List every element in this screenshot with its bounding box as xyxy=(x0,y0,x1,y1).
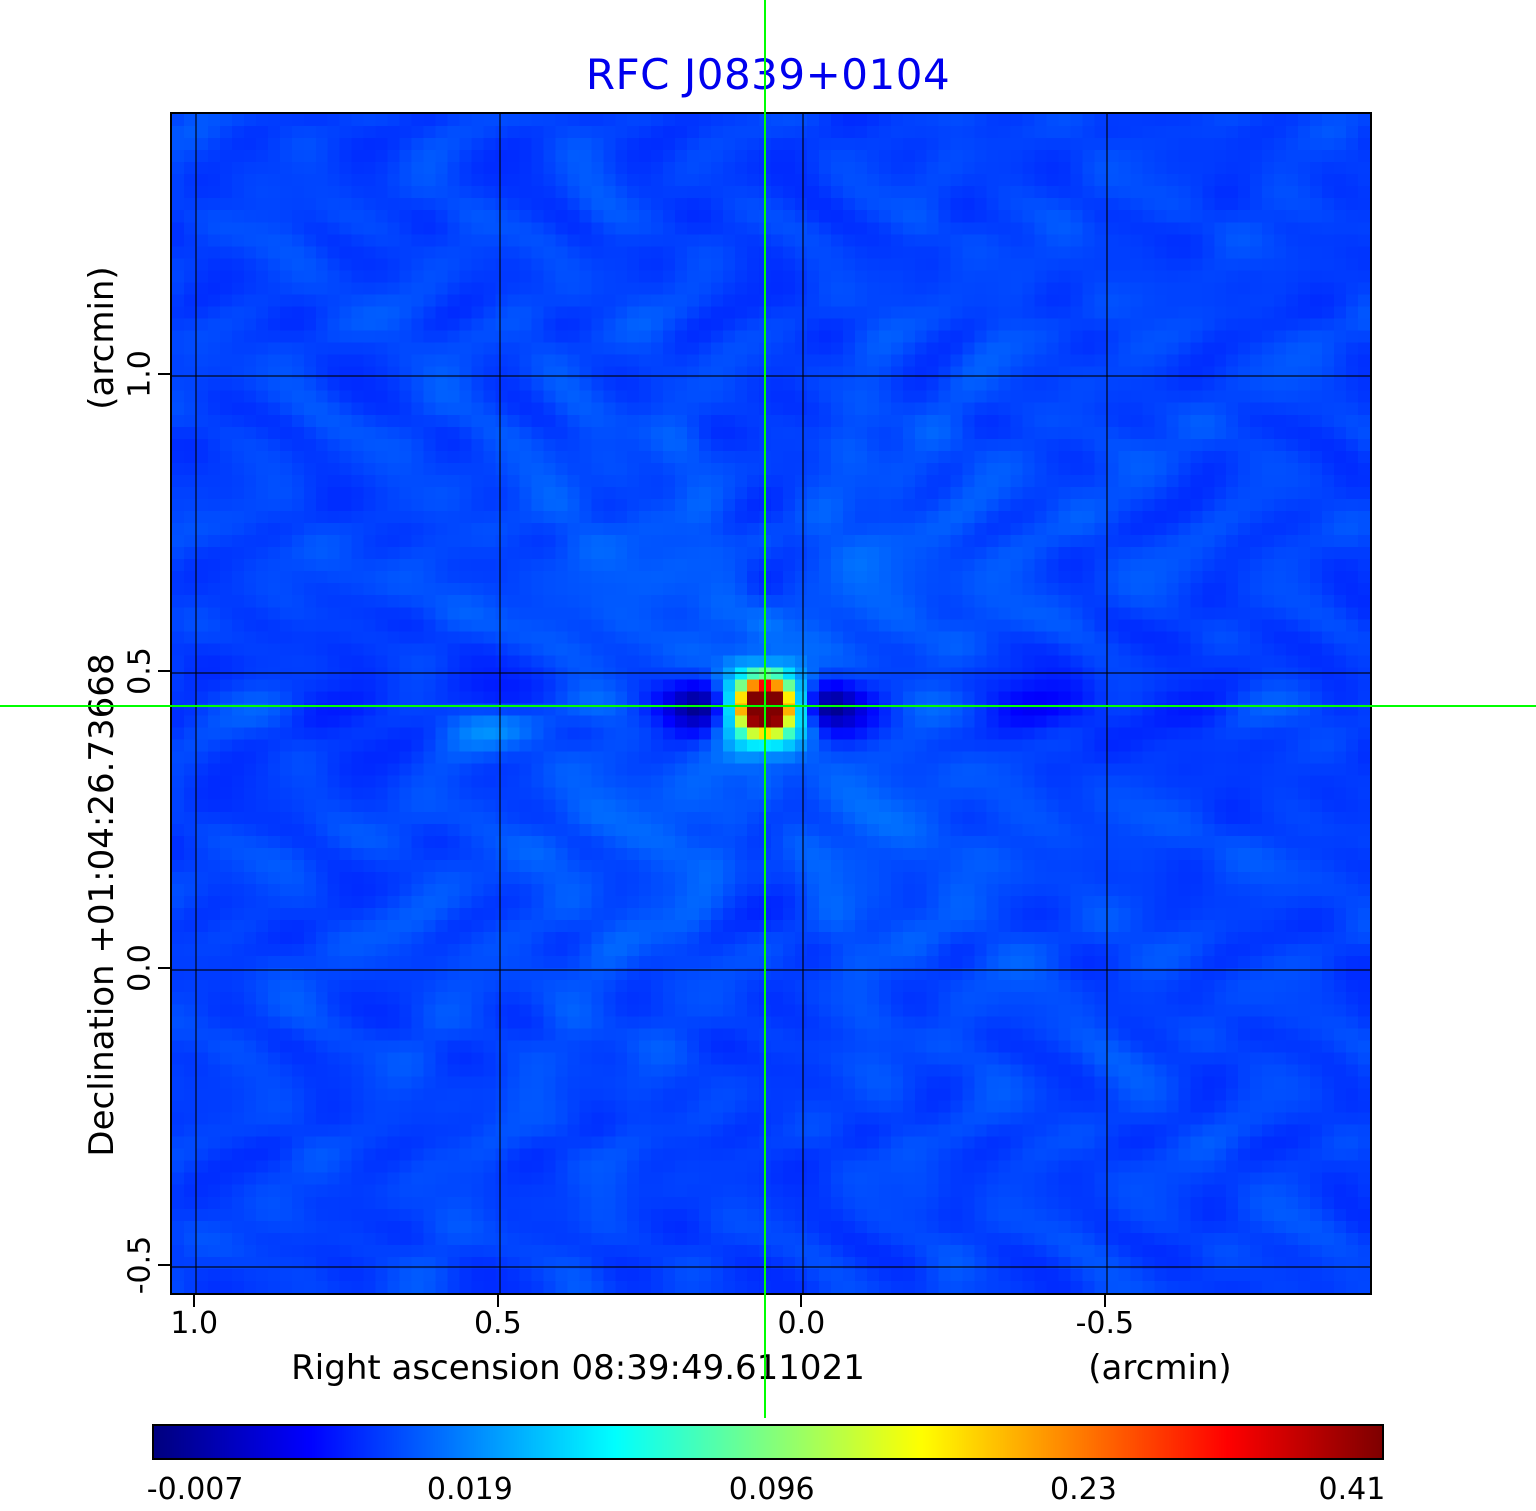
x-tick-mark xyxy=(496,1295,499,1307)
x-tick-label: -0.5 xyxy=(1075,1306,1135,1341)
colorbar-tick-label: 0.23 xyxy=(1049,1472,1117,1507)
colorbar-tick-label: -0.007 xyxy=(146,1472,244,1507)
y-tick-mark xyxy=(158,967,170,970)
y-tick-label: -0.5 xyxy=(122,1235,158,1295)
x-tick-mark xyxy=(800,1295,803,1307)
crosshair-vertical-line xyxy=(763,0,766,1418)
y-tick-mark xyxy=(158,1264,170,1267)
plot-area xyxy=(170,112,1372,1295)
y-tick-mark xyxy=(158,372,170,375)
y-axis-unit: (arcmin) xyxy=(82,266,122,410)
x-tick-label: 0.0 xyxy=(777,1306,826,1341)
figure-title: RFC J0839+0104 xyxy=(585,50,951,99)
y-tick-label: 0.5 xyxy=(122,646,158,695)
y-tick-label: 0.0 xyxy=(122,944,158,992)
crosshair-horizontal-line xyxy=(0,705,1536,708)
colorbar-tick-label: 0.41 xyxy=(1318,1472,1386,1507)
y-axis-label: Declination +01:04:26.73668 xyxy=(82,653,122,1157)
x-axis-unit: (arcmin) xyxy=(1088,1348,1232,1388)
radio-map-heatmap xyxy=(172,114,1370,1293)
x-tick-label: 1.0 xyxy=(170,1306,219,1341)
colorbar-tick-label: 0.019 xyxy=(426,1472,513,1507)
x-tick-mark xyxy=(193,1295,196,1307)
x-axis-label: Right ascension 08:39:49.611021 xyxy=(291,1348,865,1388)
y-tick-mark xyxy=(158,669,170,672)
colorbar-gradient xyxy=(154,1426,1382,1458)
x-tick-mark xyxy=(1103,1295,1106,1307)
colorbar-tick-label: 0.096 xyxy=(728,1472,815,1507)
colorbar xyxy=(152,1424,1384,1460)
x-tick-label: 0.5 xyxy=(473,1306,522,1341)
y-tick-label: 1.0 xyxy=(122,349,158,398)
